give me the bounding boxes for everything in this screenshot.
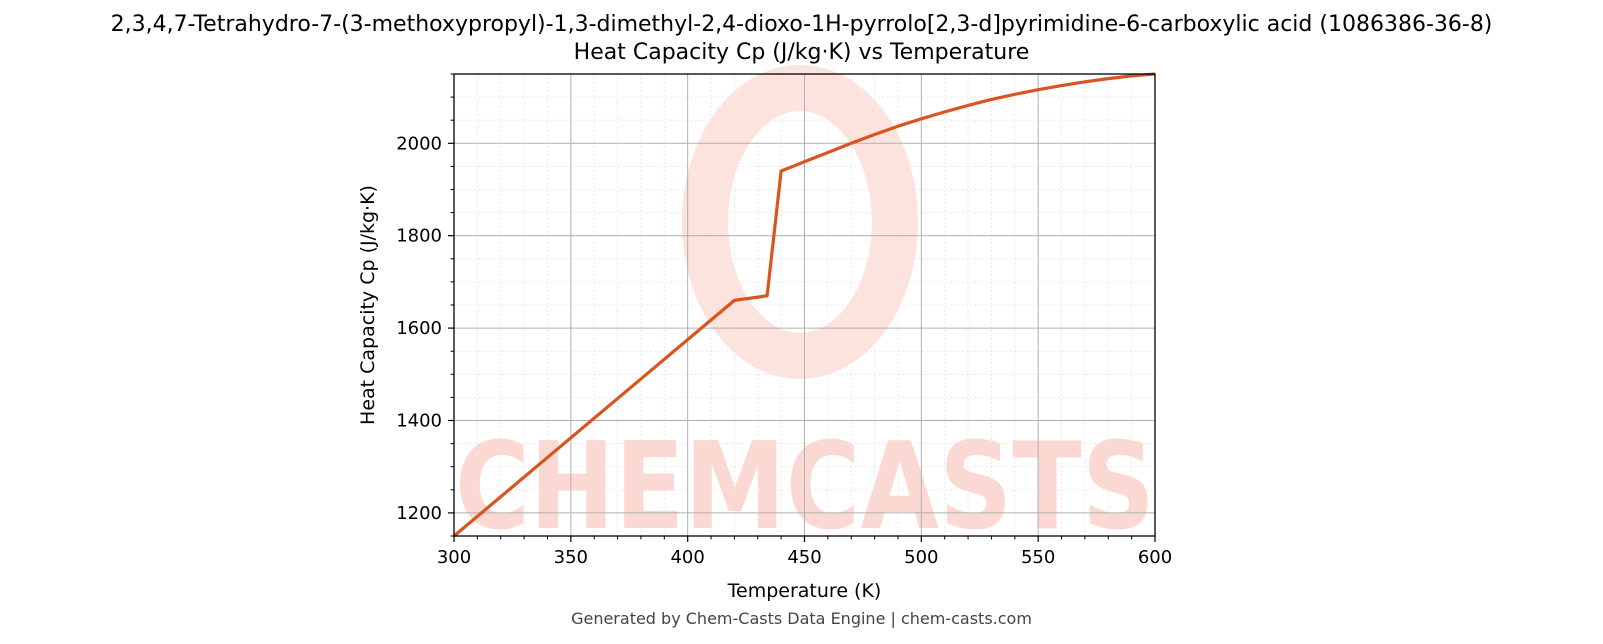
x-tick-label: 400 <box>670 547 704 568</box>
x-tick-label: 350 <box>554 547 588 568</box>
x-tick-label: 500 <box>904 547 938 568</box>
x-tick-label: 300 <box>437 547 471 568</box>
y-tick-label: 2000 <box>396 133 442 154</box>
y-tick-label: 1800 <box>396 226 442 247</box>
footer-credit: Generated by Chem-Casts Data Engine | ch… <box>571 609 1032 628</box>
y-tick-label: 1400 <box>396 411 442 432</box>
y-axis-label: Heat Capacity Cp (J/kg·K) <box>357 185 379 425</box>
y-tick-label: 1200 <box>396 503 442 524</box>
x-axis-label: Temperature (K) <box>727 580 882 602</box>
x-tick-label: 550 <box>1021 547 1055 568</box>
x-tick-label: 600 <box>1138 547 1172 568</box>
chart-subtitle: Heat Capacity Cp (J/kg·K) vs Temperature <box>573 40 1030 65</box>
series-line-1 <box>452 72 1156 538</box>
axis-ticks: 300 350 400 450 500 550 600 1200 1400 1600 1800 200… <box>396 73 1172 568</box>
series-layer <box>452 72 1156 538</box>
x-tick-label: 450 <box>787 547 821 568</box>
watermark-swirl <box>682 65 918 379</box>
chart-title: 2,3,4,7-Tetrahydro-7-(3-methoxypropyl)-1… <box>110 12 1493 37</box>
y-tick-label: 1600 <box>396 318 442 339</box>
